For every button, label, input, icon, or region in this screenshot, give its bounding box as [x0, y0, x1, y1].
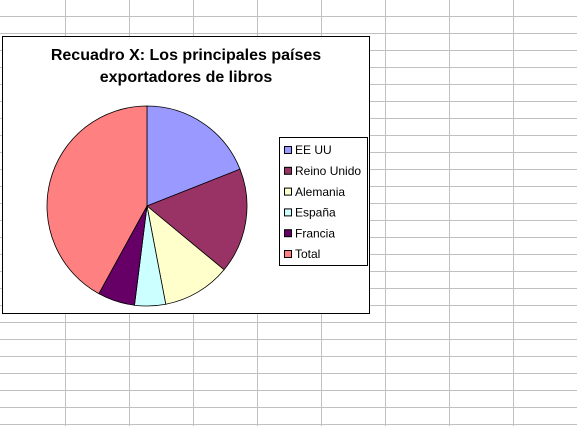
- legend-swatch: [284, 146, 292, 154]
- pie: [46, 105, 248, 307]
- legend-label: Francia: [295, 226, 335, 240]
- legend-entries: EE UU Reino Unido Alemania España Francia Tot…: [284, 143, 361, 261]
- legend-label: Total: [295, 247, 320, 261]
- pie-slice: [46, 105, 148, 295]
- pie-slice: [146, 168, 248, 271]
- legend-label: Alemania: [295, 185, 345, 199]
- legend-label: Reino Unido: [295, 164, 361, 178]
- chart-title: Recuadro X: Los principales países export…: [51, 47, 321, 86]
- pie-slice: [146, 204, 225, 305]
- legend-swatch: [284, 229, 292, 238]
- legend-swatch: [284, 208, 292, 217]
- pie-slice: [146, 105, 241, 207]
- legend-swatch: [284, 250, 292, 258]
- legend-label: España: [295, 206, 336, 220]
- legend-swatch: [284, 187, 292, 196]
- legend[interactable]: [279, 137, 368, 266]
- legend-swatch: [284, 166, 292, 175]
- legend-label: EE UU: [295, 143, 332, 157]
